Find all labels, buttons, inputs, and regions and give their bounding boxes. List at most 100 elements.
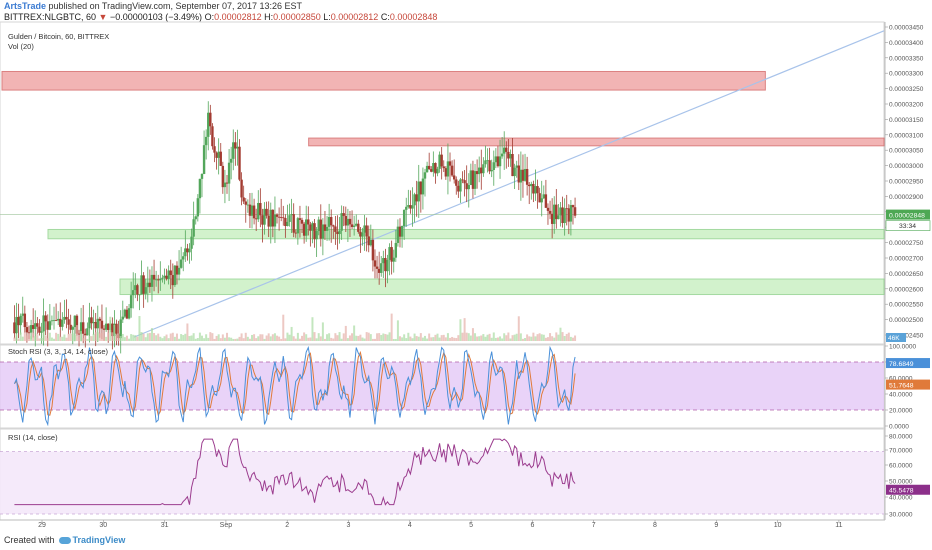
volume-bar [342, 333, 345, 341]
price-panel-title: Gulden / Bitcoin, 60, BITTREX [8, 32, 109, 41]
volume-bar [128, 338, 131, 341]
volume-bar [265, 335, 268, 341]
high-label: H: [264, 12, 274, 22]
candle-body [407, 205, 410, 207]
candle-body [171, 275, 175, 286]
candle-body [355, 223, 358, 226]
volume-bar [288, 334, 291, 341]
volume-bar [434, 334, 437, 341]
volume-bar [503, 333, 506, 341]
volume-bar [396, 320, 399, 341]
candle-body [154, 279, 158, 281]
candle-body [252, 205, 256, 219]
volume-bar [221, 334, 224, 341]
author-link[interactable]: ArtsTrade [4, 1, 47, 11]
volume-bar [157, 333, 160, 341]
candle-body [490, 169, 493, 172]
change-text: −0.00000103 (−3.49%) [109, 12, 203, 22]
volume-bar [301, 335, 304, 341]
volume-bar [219, 338, 222, 341]
volume-bar [178, 338, 181, 341]
volume-bar [549, 333, 552, 341]
candle-body [363, 225, 366, 233]
low-label: L: [323, 12, 331, 22]
candle-body [450, 165, 454, 176]
volume-bar [173, 336, 176, 341]
candle-body [282, 217, 285, 219]
candle-body [40, 331, 43, 333]
candle-body [300, 219, 304, 224]
volume-bar [213, 338, 216, 341]
candle-body [553, 204, 556, 224]
candle-body [361, 232, 364, 237]
candle-body [417, 181, 420, 202]
candle-body [246, 204, 250, 206]
candle-body [271, 209, 275, 227]
candle-body [265, 208, 268, 216]
candle-body [467, 185, 470, 190]
price-tick-label: 0.00003250 [889, 86, 924, 93]
candle-body [150, 274, 154, 287]
time-tick-label: 3 [347, 522, 351, 529]
candle-body [38, 326, 41, 333]
candle-body [275, 214, 279, 217]
volume-bar [280, 338, 283, 341]
volume-bar [273, 333, 276, 341]
candle-body [190, 236, 193, 249]
volume-bar [140, 332, 143, 341]
volume-bar [446, 333, 449, 341]
volume-bar [13, 337, 16, 341]
volume-bar [515, 333, 518, 341]
candle-body [146, 282, 150, 288]
candle-body [461, 179, 464, 181]
volume-bar [407, 332, 410, 341]
volume-bar [499, 336, 502, 341]
countdown-label: 33:34 [899, 223, 916, 230]
candle-body [438, 154, 441, 169]
volume-bar [317, 333, 320, 341]
candle-body [521, 169, 525, 181]
candle-body [559, 207, 562, 216]
volume-bar [305, 334, 308, 341]
volume-bar [321, 322, 324, 341]
candle-body [192, 219, 195, 237]
time-tick-label: 9 [714, 522, 718, 529]
volume-marker: 46K [888, 335, 900, 342]
volume-bar [109, 316, 112, 341]
candle-body [65, 316, 68, 320]
volume-bar [40, 338, 43, 341]
candle-body [413, 194, 416, 206]
candle-body [477, 167, 481, 175]
candle-body [129, 295, 133, 309]
time-tick-label: 6 [530, 522, 534, 529]
publish-text: published on TradingView.com, September … [48, 1, 303, 11]
price-tick-label: 0.00003400 [889, 40, 924, 47]
candle-body [382, 258, 385, 264]
candle-body [471, 170, 475, 189]
candle-body [159, 278, 162, 281]
candle-body [369, 239, 373, 246]
volume-bar [55, 332, 58, 341]
candle-body [561, 207, 564, 224]
candle-body [496, 156, 500, 167]
time-tick-label: 30 [99, 522, 107, 529]
candle-body [138, 294, 141, 296]
candle-body [196, 198, 200, 217]
candle-body [211, 126, 214, 147]
volume-bar [309, 337, 312, 341]
candle-body [269, 209, 272, 227]
stoch-d-line [14, 350, 576, 417]
candle-body [567, 208, 571, 222]
candle-body [25, 327, 29, 333]
volume-bar [121, 333, 124, 341]
candle-body [392, 257, 395, 262]
candle-body [63, 316, 66, 321]
footer: Created with TradingView [4, 535, 125, 545]
volume-bar [23, 332, 26, 341]
tradingview-brand[interactable]: TradingView [72, 535, 126, 545]
candle-body [194, 216, 197, 220]
volume-bar [542, 334, 545, 341]
volume-bar [330, 337, 333, 341]
volume-bar [92, 333, 95, 341]
